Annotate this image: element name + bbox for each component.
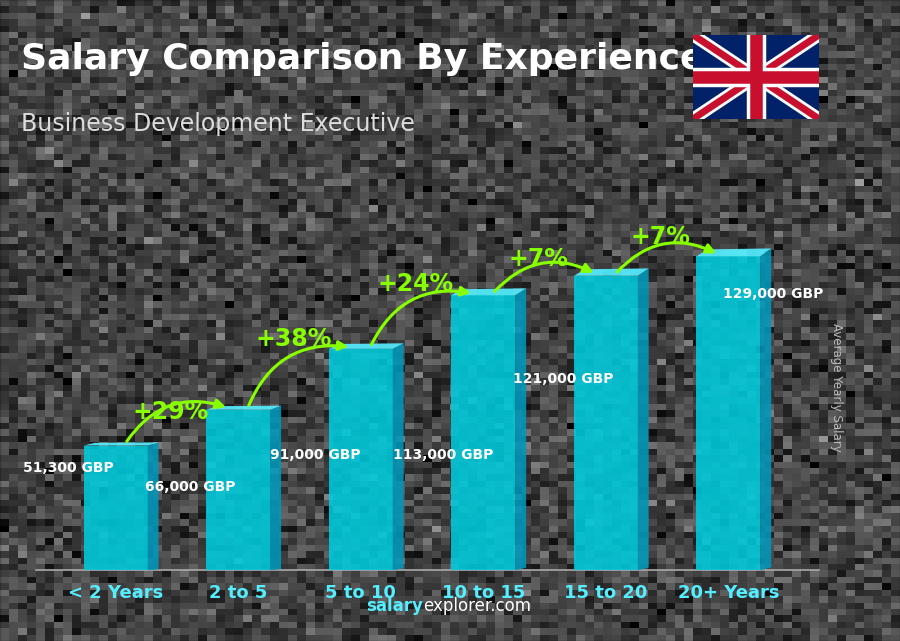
Polygon shape [148,442,158,570]
Text: +7%: +7% [631,225,691,249]
Polygon shape [574,269,649,276]
Polygon shape [84,442,158,445]
Text: +24%: +24% [378,272,454,296]
Polygon shape [515,288,526,570]
Polygon shape [452,296,515,570]
Text: 129,000 GBP: 129,000 GBP [724,287,824,301]
Text: 113,000 GBP: 113,000 GBP [392,448,493,462]
Text: +29%: +29% [132,401,209,424]
Text: +38%: +38% [255,328,331,351]
Polygon shape [270,406,281,570]
Text: explorer.com: explorer.com [423,597,531,615]
Polygon shape [328,349,392,570]
Polygon shape [206,406,281,410]
Polygon shape [697,256,760,570]
Text: Business Development Executive: Business Development Executive [21,112,415,135]
Text: salary: salary [366,597,423,615]
Text: Salary Comparison By Experience: Salary Comparison By Experience [21,42,705,76]
Text: 51,300 GBP: 51,300 GBP [22,461,113,475]
Polygon shape [637,269,649,570]
Polygon shape [452,288,526,296]
Text: +7%: +7% [508,247,568,271]
Polygon shape [760,249,771,570]
Text: 91,000 GBP: 91,000 GBP [270,448,361,462]
Polygon shape [84,445,148,570]
Text: 66,000 GBP: 66,000 GBP [145,480,236,494]
Polygon shape [206,410,270,570]
Polygon shape [392,344,403,570]
Text: Average Yearly Salary: Average Yearly Salary [831,324,843,452]
Text: 121,000 GBP: 121,000 GBP [513,372,613,386]
Polygon shape [697,249,771,256]
Polygon shape [574,276,637,570]
Polygon shape [328,344,403,349]
